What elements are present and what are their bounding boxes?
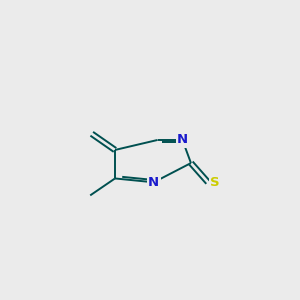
Text: S: S xyxy=(210,176,220,189)
Text: N: N xyxy=(148,176,159,189)
Text: N: N xyxy=(177,134,188,146)
